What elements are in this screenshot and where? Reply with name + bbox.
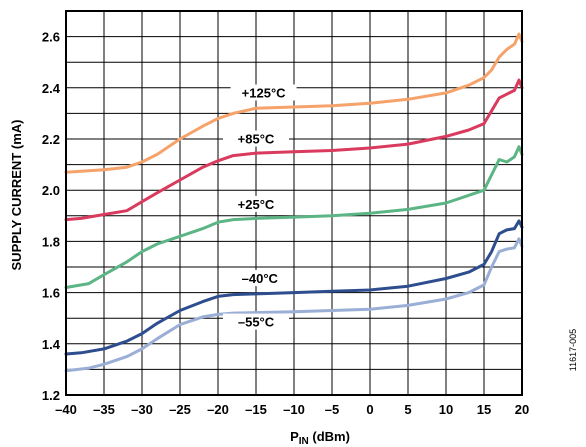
x-tick-label: 0	[366, 402, 373, 417]
plot-frame	[65, 10, 523, 396]
series-label-background	[223, 130, 289, 147]
x-tick-label: –30	[131, 402, 153, 417]
y-tick-label: 1.4	[42, 337, 61, 352]
series-label-background	[230, 84, 297, 101]
y-axis-label: SUPPLY CURRENT (mA)	[9, 120, 24, 271]
series-label-background	[223, 313, 289, 330]
series-label-background	[226, 270, 293, 287]
x-axis-label-main: P	[290, 429, 299, 444]
x-axis-label-subscript: IN	[299, 436, 309, 447]
series-label: +25°C	[238, 197, 275, 212]
x-tick-labels: –40 –35 –30 –25 –20 –15 –10 –5 0 5 10 15 20	[55, 402, 529, 417]
series-line	[64, 78, 524, 222]
y-tick-label: 2.6	[42, 30, 60, 45]
y-tick-label: 2.0	[42, 183, 60, 198]
x-tick-label: –40	[55, 402, 77, 417]
x-tick-label: –15	[245, 402, 267, 417]
x-tick-label: –5	[325, 402, 339, 417]
x-tick-label: 10	[439, 402, 453, 417]
y-tick-label: 2.2	[42, 132, 60, 147]
series-line	[64, 145, 524, 289]
y-tick-label: 2.4	[42, 81, 61, 96]
x-tick-label: –35	[93, 402, 115, 417]
series-label: +125°C	[242, 85, 286, 100]
y-tick-label: 1.8	[42, 234, 60, 249]
x-tick-label: 5	[404, 402, 411, 417]
y-tick-label: 1.2	[42, 388, 60, 403]
series-label: –40°C	[242, 271, 279, 286]
x-tick-label: 15	[477, 402, 491, 417]
x-tick-label: 20	[515, 402, 529, 417]
x-axis-label-unit: (dBm)	[309, 429, 350, 444]
series-lines	[64, 32, 524, 373]
y-tick-labels: 1.2 1.4 1.6 1.8 2.0 2.2 2.4 2.6	[42, 30, 61, 403]
series-label: –55°C	[238, 315, 275, 330]
x-tick-label: –25	[169, 402, 191, 417]
series-line	[64, 32, 524, 174]
series-label: +85°C	[238, 132, 275, 147]
figure-id: 11617-005	[568, 329, 578, 371]
y-tick-label: 1.6	[42, 286, 60, 301]
series-line	[64, 219, 524, 356]
x-tick-label: –10	[283, 402, 305, 417]
series-label-background	[223, 195, 289, 212]
series-labels: +125°C +85°C +25°C –40°C –55°C	[223, 84, 297, 330]
series-line	[64, 237, 524, 373]
x-axis-label: PIN (dBm)	[290, 429, 350, 447]
x-tick-label: –20	[207, 402, 229, 417]
